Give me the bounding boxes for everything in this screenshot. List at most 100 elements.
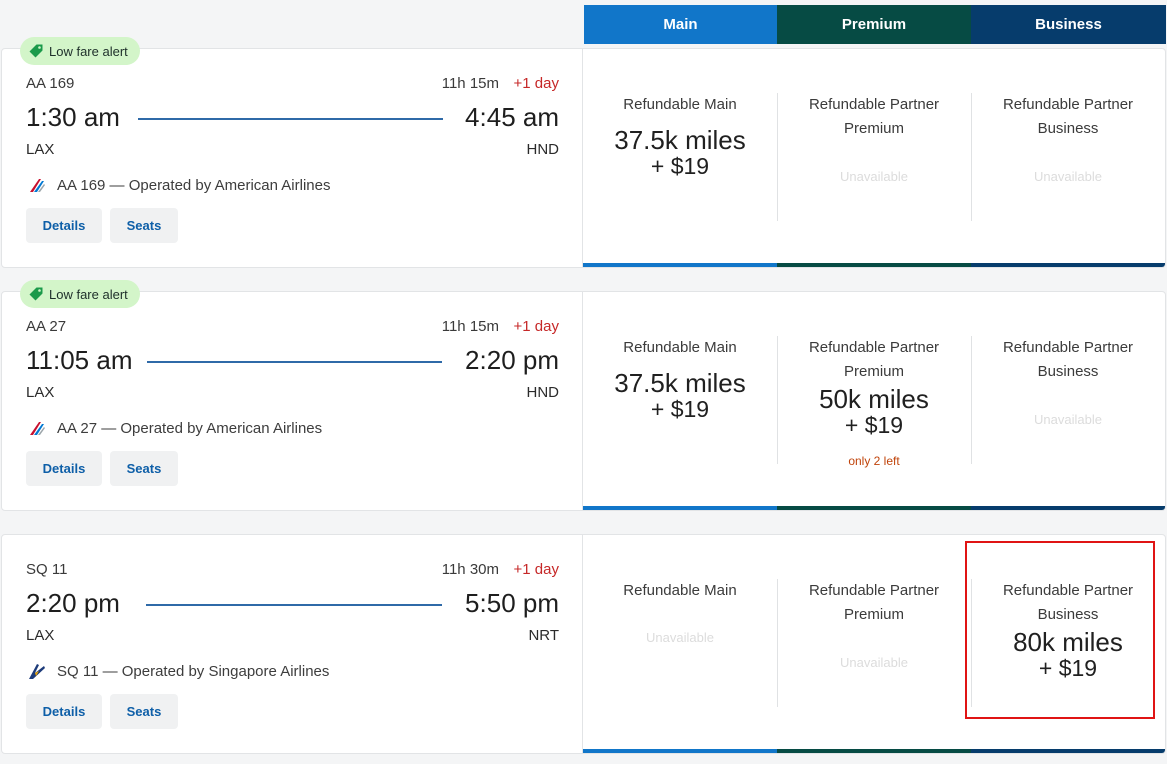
flight-duration: 11h 15m	[441, 318, 499, 335]
operated-by-text: SQ 11 — Operated by Singapore Airlines	[57, 662, 330, 680]
badge-label: Low fare alert	[49, 43, 128, 59]
destination-airport: HND	[526, 141, 560, 158]
main-color-bar	[583, 506, 777, 510]
flight-card: Low fare alert AA 27 11h 15m +1 day 11:05 am…	[1, 280, 583, 511]
day-offset: +1 day	[513, 75, 559, 92]
business-color-bar	[971, 263, 1165, 267]
fare-unavailable: Unavailable	[1034, 412, 1102, 427]
low-fare-alert-badge: Low fare alert	[20, 280, 140, 308]
origin-airport: LAX	[26, 627, 55, 644]
fare-label: Refundable Partner Premium	[808, 96, 940, 137]
seats-button[interactable]: Seats	[110, 451, 178, 486]
departure-time: 1:30 am	[26, 102, 120, 132]
fare-cell-premium[interactable]: Refundable Partner Premium 50k miles + $19…	[777, 292, 971, 510]
flight-number: AA 27	[26, 318, 67, 335]
operated-by-text: AA 169 — Operated by American Airlines	[57, 176, 331, 194]
business-color-bar	[971, 506, 1165, 510]
fare-panel: Refundable Main 37.5k miles + $19 Refundabl…	[583, 48, 1166, 268]
fare-label: Refundable Partner Premium	[808, 339, 940, 380]
price-tag-icon	[28, 43, 44, 59]
flight-duration: 11h 15m	[441, 75, 499, 92]
fare-divider	[777, 336, 778, 464]
fare-label: Refundable Partner Premium	[808, 582, 940, 623]
column-header-business: Business	[971, 5, 1166, 44]
fare-cell-main[interactable]: Refundable Main 37.5k miles + $19	[583, 49, 777, 267]
flight-row: Low fare alert AA 169 11h 15m +1 day 1:30 am…	[0, 37, 1167, 268]
american-airlines-logo-icon	[27, 175, 47, 195]
fare-divider	[971, 93, 972, 221]
destination-airport: HND	[526, 384, 560, 401]
fare-unavailable: Unavailable	[840, 169, 908, 184]
fare-label: Refundable Main	[623, 96, 737, 113]
operated-by: AA 27 — Operated by American Airlines	[27, 418, 322, 438]
fare-divider	[971, 336, 972, 464]
fare-label: Refundable Partner Business	[1002, 96, 1134, 137]
fare-divider	[971, 579, 972, 707]
details-button[interactable]: Details	[26, 451, 102, 486]
fare-unavailable: Unavailable	[1034, 169, 1102, 184]
premium-color-bar	[777, 506, 971, 510]
highlight-box	[965, 541, 1155, 719]
route-line	[138, 118, 443, 120]
arrival-time: 4:45 am	[465, 102, 559, 132]
fare-cash: + $19	[1038, 655, 1098, 681]
premium-color-bar	[777, 263, 971, 267]
fare-miles: 80k miles	[1013, 627, 1123, 657]
fare-cell-business[interactable]: Refundable Partner Business 80k miles + $1…	[971, 535, 1165, 753]
fare-cell-premium: Refundable Partner Premium Unavailable	[777, 535, 971, 753]
singapore-airlines-logo-icon	[27, 661, 47, 681]
route-line	[147, 361, 442, 363]
fare-label: Refundable Main	[623, 582, 737, 599]
seats-button[interactable]: Seats	[110, 694, 178, 729]
premium-color-bar	[777, 749, 971, 753]
fare-cell-premium: Refundable Partner Premium Unavailable	[777, 49, 971, 267]
fare-label: Refundable Partner Business	[1002, 339, 1134, 380]
fare-miles: 50k miles	[819, 384, 929, 414]
fare-divider	[777, 93, 778, 221]
fare-panel: Refundable Main 37.5k miles + $19 Refundabl…	[583, 291, 1166, 511]
low-fare-alert-badge: Low fare alert	[20, 37, 140, 65]
details-button[interactable]: Details	[26, 694, 102, 729]
flight-row: Low fare alert AA 27 11h 15m +1 day 11:05 am…	[0, 280, 1167, 511]
operated-by: AA 169 — Operated by American Airlines	[27, 175, 330, 195]
origin-airport: LAX	[26, 384, 55, 401]
flight-card: Low fare alert AA 169 11h 15m +1 day 1:30 am…	[1, 37, 583, 268]
arrival-time: 5:50 pm	[465, 588, 559, 618]
flight-row: SQ 11 11h 30m +1 day 2:20 pm 5:50 pm LAX NRT SQ…	[0, 534, 1167, 754]
day-offset: +1 day	[513, 561, 559, 578]
fare-cash: + $19	[650, 153, 710, 179]
departure-time: 11:05 am	[26, 345, 133, 375]
fare-cell-main[interactable]: Refundable Main 37.5k miles + $19	[583, 292, 777, 510]
main-color-bar	[583, 749, 777, 753]
flight-duration: 11h 30m	[441, 561, 499, 578]
fare-cell-business: Refundable Partner Business Unavailable	[971, 292, 1165, 510]
fare-cash: + $19	[650, 396, 710, 422]
fare-cash: + $19	[844, 412, 904, 438]
price-tag-icon	[28, 286, 44, 302]
fare-cell-main: Refundable Main Unavailable	[583, 535, 777, 753]
day-offset: +1 day	[513, 318, 559, 335]
details-button[interactable]: Details	[26, 208, 102, 243]
route-line	[146, 604, 442, 606]
arrival-time: 2:20 pm	[465, 345, 559, 375]
fare-label: Refundable Main	[623, 339, 737, 356]
flight-number: SQ 11	[26, 561, 68, 578]
fare-label: Refundable Partner Business	[1002, 582, 1134, 623]
origin-airport: LAX	[26, 141, 55, 158]
fare-unavailable: Unavailable	[646, 630, 714, 645]
column-header-premium: Premium	[777, 5, 971, 44]
operated-by: SQ 11 — Operated by Singapore Airlines	[27, 661, 329, 681]
fare-cell-business: Refundable Partner Business Unavailable	[971, 49, 1165, 267]
fare-divider	[777, 579, 778, 707]
fare-miles: 37.5k miles	[614, 125, 746, 155]
main-color-bar	[583, 263, 777, 267]
flight-number: AA 169	[26, 75, 75, 92]
seats-button[interactable]: Seats	[110, 208, 178, 243]
column-header-main: Main	[584, 5, 777, 44]
departure-time: 2:20 pm	[26, 588, 120, 618]
destination-airport: NRT	[528, 627, 559, 644]
business-color-bar	[971, 749, 1165, 753]
seats-left-notice: only 2 left	[848, 454, 900, 468]
fare-miles: 37.5k miles	[614, 368, 746, 398]
flight-card: SQ 11 11h 30m +1 day 2:20 pm 5:50 pm LAX NRT SQ…	[1, 534, 583, 754]
